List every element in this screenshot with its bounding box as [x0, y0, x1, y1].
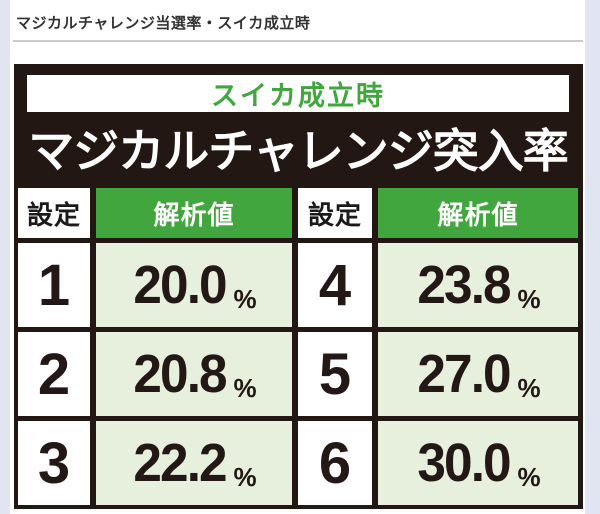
- column-header-setting-left: 設定: [18, 188, 90, 238]
- setting-cell: 1: [18, 243, 90, 327]
- percent-sign: %: [233, 373, 257, 403]
- table-subtitle: スイカ成立時: [211, 81, 385, 111]
- column-header-value-left: 解析値: [96, 188, 292, 238]
- value-cell: 23.8 %: [378, 243, 578, 327]
- setting-cell: 4: [298, 243, 372, 327]
- percent-sign: %: [233, 284, 257, 314]
- content-area: マジカルチャレンジ当選率・スイカ成立時 スイカ成立時 マジカルチャレンジ突入率 …: [10, 0, 585, 514]
- value-cell: 22.2 %: [96, 421, 292, 505]
- value-cell: 20.0 %: [96, 243, 292, 327]
- setting-cell: 3: [18, 421, 90, 505]
- value-number: 20.0: [133, 255, 228, 315]
- data-table: スイカ成立時 マジカルチャレンジ突入率 設定 解析値 設定 解析値 1 20.0…: [14, 64, 583, 509]
- value-number: 20.8: [133, 344, 228, 404]
- page-heading: マジカルチャレンジ当選率・スイカ成立時: [16, 15, 311, 32]
- table-grid: 設定 解析値 設定 解析値 1 20.0 % 4 23.8 %: [18, 184, 578, 505]
- table-title: マジカルチャレンジ突入率: [28, 125, 569, 177]
- setting-cell: 6: [298, 421, 372, 505]
- table-subtitle-box: スイカ成立時: [27, 75, 569, 112]
- column-header-value-right: 解析値: [378, 188, 578, 238]
- value-cell: 27.0 %: [378, 332, 578, 416]
- percent-sign: %: [517, 373, 541, 403]
- value-number: 23.8: [417, 255, 512, 315]
- setting-cell: 5: [298, 332, 372, 416]
- value-number: 22.2: [133, 433, 228, 493]
- column-header-setting-right: 設定: [298, 188, 372, 238]
- heading-divider: [13, 40, 583, 42]
- setting-cell: 2: [18, 332, 90, 416]
- percent-sign: %: [233, 462, 257, 492]
- value-cell: 30.0 %: [378, 421, 578, 505]
- table-header-band: スイカ成立時 マジカルチャレンジ突入率: [18, 64, 578, 184]
- percent-sign: %: [517, 462, 541, 492]
- percent-sign: %: [517, 284, 541, 314]
- value-number: 27.0: [417, 344, 512, 404]
- value-number: 30.0: [417, 433, 512, 493]
- value-cell: 20.8 %: [96, 332, 292, 416]
